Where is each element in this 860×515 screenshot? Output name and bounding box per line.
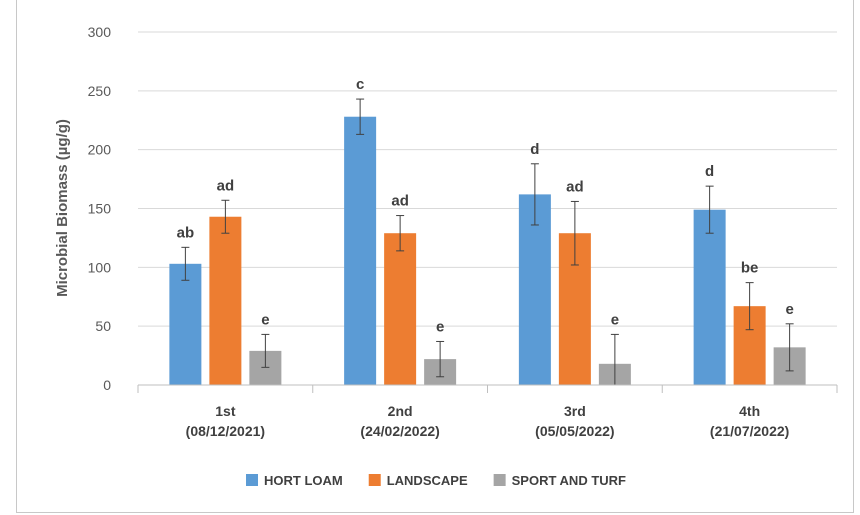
x-tick-label: (05/05/2022) — [535, 423, 614, 439]
y-tick-label: 150 — [88, 201, 112, 217]
data-label: d — [705, 163, 714, 180]
y-tick-label: 0 — [103, 377, 111, 393]
legend-swatch — [368, 474, 381, 486]
y-axis-ticks: 0 50 100 150 200 250 300 — [88, 24, 112, 393]
legend: HORT LOAM LANDSCAPE SPORT AND TURF — [246, 473, 626, 488]
data-label: ad — [566, 178, 584, 195]
x-tick-label: 4th — [739, 403, 760, 419]
bar — [344, 116, 377, 385]
legend-swatch — [246, 474, 259, 486]
legend-label: SPORT AND TURF — [512, 473, 626, 488]
data-label: e — [611, 311, 619, 328]
y-tick-label: 300 — [88, 24, 112, 40]
data-label: ab — [177, 224, 195, 241]
data-label: be — [741, 260, 759, 277]
legend-label: HORT LOAM — [264, 473, 343, 488]
bar — [518, 194, 551, 385]
y-tick-label: 250 — [88, 83, 112, 99]
data-label: e — [785, 301, 793, 318]
bars: ab c d d ad ad ad be e e e e — [169, 76, 806, 386]
y-axis-label: Microbial Biomass (µg/g) — [54, 119, 71, 297]
bar — [693, 209, 726, 385]
y-tick-label: 200 — [88, 142, 112, 158]
legend-swatch — [493, 474, 506, 486]
bar — [169, 263, 202, 385]
data-label: d — [530, 141, 539, 158]
data-label: ad — [217, 177, 235, 194]
x-tick-label: 1st — [215, 403, 236, 419]
y-tick-label: 100 — [88, 259, 112, 275]
x-tick-label: 2nd — [388, 403, 413, 419]
data-label: e — [436, 318, 444, 335]
x-tick-label: (24/02/2022) — [360, 423, 439, 439]
x-tick-label: (08/12/2021) — [186, 423, 265, 439]
x-tick-label: 3rd — [564, 403, 586, 419]
x-tick-label: (21/07/2022) — [710, 423, 789, 439]
bar — [384, 233, 417, 385]
bar-chart: 0 50 100 150 200 250 300 Microbial Biomass (µg… — [54, 24, 838, 488]
y-tick-label: 50 — [95, 318, 111, 334]
bar — [209, 216, 242, 385]
x-axis: 1st (08/12/2021) 2nd (24/02/2022) 3rd (05/05/… — [137, 384, 838, 439]
gridlines — [138, 31, 837, 327]
data-label: c — [356, 76, 364, 93]
data-label: e — [261, 311, 269, 328]
chart-frame: 0 50 100 150 200 250 300 Microbial Biomass (µg… — [16, 0, 854, 513]
data-label: ad — [391, 193, 409, 210]
legend-label: LANDSCAPE — [387, 473, 468, 488]
